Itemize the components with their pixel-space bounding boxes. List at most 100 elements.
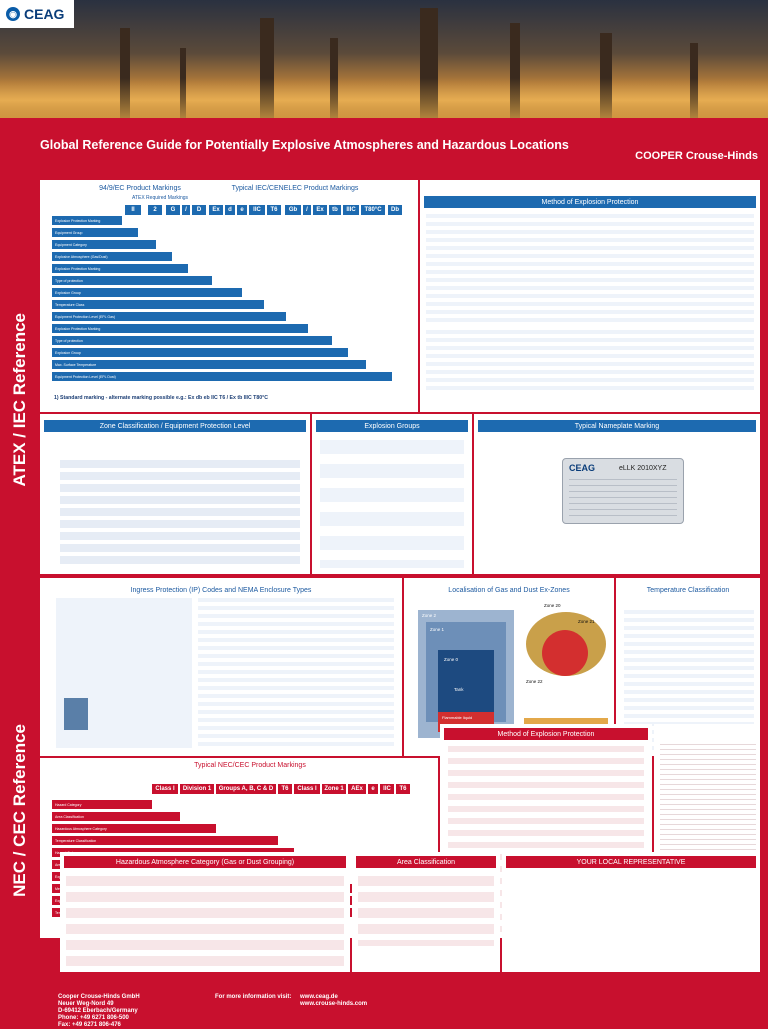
- ip-heading: Ingress Protection (IP) Codes and NEMA E…: [130, 586, 312, 594]
- city: D-69412 Eberbach/Germany: [58, 1008, 138, 1014]
- nec-temp: T6: [278, 784, 292, 794]
- nec-label-bar: Hazardous Atmosphere Category: [52, 824, 216, 833]
- label-bar: Explosion Protection Marking: [52, 216, 122, 225]
- marking-protection-e: e: [237, 205, 247, 215]
- marking-separator: /: [182, 205, 190, 215]
- hazardous-heading: Hazardous Atmosphere Category (Gas or Du…: [64, 856, 346, 868]
- label-bar: Explosion Protection Marking: [52, 324, 308, 333]
- ip-codes-table: [56, 598, 192, 748]
- cec-class: Class I: [294, 784, 320, 794]
- zone-heading: Zone Classification / Equipment Protecti…: [44, 420, 306, 432]
- lights-glow: [0, 78, 768, 118]
- footer: Cooper Crouse-Hinds GmbH Neuer Weg-Nord …: [0, 982, 768, 1028]
- zone-0-label: Zone 0: [444, 657, 459, 662]
- label-bar: Temperature Class: [52, 300, 264, 309]
- website-ceag[interactable]: www.ceag.de: [300, 994, 338, 1000]
- marking-group: II: [125, 205, 141, 215]
- marking-temp-class: T6: [267, 205, 281, 215]
- nec-label-bar: Hazard Category: [52, 800, 152, 809]
- nec-label-bar: Temperature Classification: [52, 836, 278, 845]
- cec-temp: T6: [396, 784, 410, 794]
- nec-division: Division 1: [180, 784, 214, 794]
- tank-label: Tank: [454, 687, 464, 692]
- zone-21-label: Zone 21: [578, 619, 595, 624]
- header-photo: ◉ CEAG: [0, 0, 768, 118]
- cec-group: IIC: [380, 784, 394, 794]
- nema-table: [198, 598, 394, 748]
- fax-row: Fax: +49 6271 806-476: [58, 1022, 140, 1029]
- fax-label: Fax:: [58, 1022, 71, 1028]
- atex-right-heading: Typical IEC/CENELEC Product Markings: [231, 185, 359, 192]
- page-title: Global Reference Guide for Potentially E…: [40, 138, 569, 152]
- nec-label-bar: Area Classification: [52, 812, 180, 821]
- more-info-text: For more information visit:: [215, 994, 292, 1000]
- temperature-heading: Temperature Classification: [646, 586, 730, 594]
- marking-category: 2: [148, 205, 162, 215]
- zone-1-label: Zone 1: [430, 627, 445, 632]
- nameplate-heading: Typical Nameplate Marking: [478, 420, 756, 432]
- method-atex-heading: Method of Explosion Protection: [424, 196, 756, 208]
- marking-atmosphere: G: [166, 205, 180, 215]
- marking-max-temp: T80°C: [361, 205, 385, 215]
- area-heading: Area Classification: [356, 856, 496, 868]
- label-bar: Explosive Atmosphere (Gas/Dust): [52, 252, 172, 261]
- marking-ex-dust: Ex: [313, 205, 327, 215]
- zone-20-label: Zone 20: [544, 603, 561, 608]
- ceag-logo: ◉ CEAG: [0, 0, 74, 28]
- refinery-tower: [120, 28, 130, 118]
- header-band: [0, 118, 768, 126]
- fax-number: +49 6271 806-476: [72, 1022, 121, 1028]
- nec-groups: Groups A, B, C & D: [216, 784, 276, 794]
- area-table: [358, 876, 494, 946]
- atex-side-label: ATEX / IEC Reference: [10, 313, 29, 487]
- street: Neuer Weg-Nord 49: [58, 1001, 114, 1007]
- marking-group-iiic: IIIC: [343, 205, 359, 215]
- label-bar: Equipment Protection Level (EPL Gas): [52, 312, 286, 321]
- label-bar: Max. Surface Temperature: [52, 360, 366, 369]
- method-atex-dust-table: [426, 330, 754, 390]
- localisation-heading: Localisation of Gas and Dust Ex-Zones: [448, 586, 570, 594]
- explosion-groups-heading: Explosion Groups: [316, 420, 468, 432]
- cec-method: e: [368, 784, 378, 794]
- nameplate-lines: [569, 479, 677, 519]
- zone-table: [60, 460, 300, 568]
- ceag-globe-icon: ◉: [6, 7, 20, 21]
- nameplate-brand: CEAG: [569, 463, 596, 473]
- refinery-tower: [510, 23, 520, 118]
- zone-20-area: [542, 630, 588, 676]
- explosion-groups-table: [320, 440, 464, 568]
- marking-ex: Ex: [209, 205, 223, 215]
- cec-aex: AEx: [348, 784, 366, 794]
- hazardous-table: [66, 876, 344, 966]
- zone-2-label: Zone 2: [422, 613, 437, 618]
- marking-protection-tb: tb: [329, 205, 341, 215]
- method-nec-heading: Method of Explosion Protection: [444, 728, 648, 740]
- marking-protection-d: d: [225, 205, 235, 215]
- zone-22-label: Zone 22: [526, 679, 543, 684]
- liquid-label: Flammable liquid: [442, 715, 473, 720]
- atex-left-heading: 94/9/EC Product Markings: [99, 185, 181, 192]
- label-bar: Equipment Category: [52, 240, 156, 249]
- marking-group-iic: IIC: [249, 205, 265, 215]
- method-atex-gas-table: [426, 214, 754, 326]
- label-bar: Explosion Group: [52, 348, 348, 357]
- phone-number: +49 6271 806-500: [80, 1015, 129, 1021]
- atex-footnote: 1) Standard marking - alternate marking …: [54, 395, 268, 401]
- representative-heading: YOUR LOCAL REPRESENTATIVE: [506, 856, 756, 868]
- marking-epl-gas: Gb: [285, 205, 301, 215]
- websites: www.ceag.de www.crouse-hinds.com: [300, 994, 367, 1008]
- marking-epl-dust: Db: [388, 205, 402, 215]
- nec-class: Class I: [152, 784, 178, 794]
- cooper-logo: COOPER Crouse-Hinds: [635, 150, 758, 162]
- label-bar: Equipment Protection Level (EPL Dust): [52, 372, 392, 381]
- ceag-logo-text: CEAG: [24, 6, 65, 22]
- atex-required-heading: ATEX Required Markings: [131, 195, 189, 201]
- website-crouse-hinds[interactable]: www.crouse-hinds.com: [300, 1001, 368, 1007]
- marking-separator: /: [303, 205, 311, 215]
- nec-side-label: NEC / CEC Reference: [10, 723, 29, 897]
- phone-row: Phone: +49 6271 806-500: [58, 1015, 140, 1022]
- enclosure-image: [64, 698, 88, 730]
- cec-zone: Zone 1: [322, 784, 346, 794]
- nec-markings-heading: Typical NEC/CEC Product Markings: [194, 762, 306, 769]
